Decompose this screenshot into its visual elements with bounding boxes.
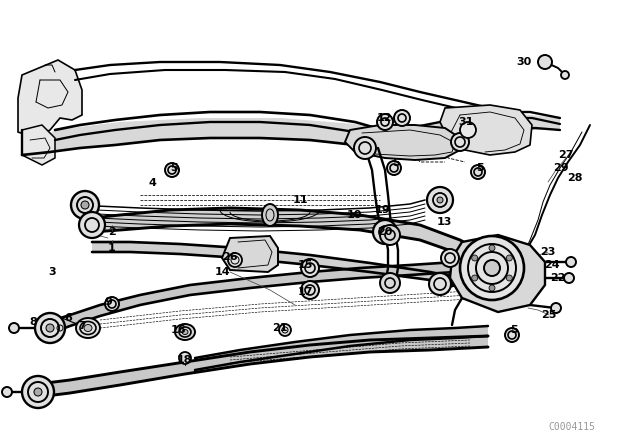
Text: 13: 13 xyxy=(436,217,452,227)
Text: 14: 14 xyxy=(214,267,230,277)
Circle shape xyxy=(484,260,500,276)
PathPatch shape xyxy=(92,242,488,290)
Text: 8: 8 xyxy=(29,317,37,327)
Circle shape xyxy=(81,201,89,209)
Circle shape xyxy=(506,275,513,281)
Polygon shape xyxy=(345,125,460,160)
Text: 26: 26 xyxy=(222,252,238,262)
Text: 15: 15 xyxy=(298,260,313,270)
Text: 6: 6 xyxy=(64,313,72,323)
Text: 25: 25 xyxy=(541,310,557,320)
Polygon shape xyxy=(222,236,278,272)
Text: 4: 4 xyxy=(148,178,156,188)
Circle shape xyxy=(9,323,19,333)
PathPatch shape xyxy=(385,112,560,152)
Circle shape xyxy=(165,163,179,177)
Circle shape xyxy=(506,255,513,261)
Ellipse shape xyxy=(175,324,195,340)
Circle shape xyxy=(566,257,576,267)
Text: 29: 29 xyxy=(553,163,569,173)
Circle shape xyxy=(35,313,65,343)
Circle shape xyxy=(427,187,453,213)
Circle shape xyxy=(451,133,469,151)
Circle shape xyxy=(387,161,401,175)
Text: C0004115: C0004115 xyxy=(548,422,595,432)
Ellipse shape xyxy=(182,329,188,335)
Text: 23: 23 xyxy=(540,247,556,257)
Circle shape xyxy=(301,259,319,277)
Circle shape xyxy=(394,110,410,126)
Text: 2: 2 xyxy=(108,227,116,237)
Text: 7: 7 xyxy=(78,321,86,331)
Circle shape xyxy=(228,253,242,267)
Text: 22: 22 xyxy=(550,273,566,283)
Circle shape xyxy=(373,220,397,244)
PathPatch shape xyxy=(195,326,488,370)
Circle shape xyxy=(46,324,54,332)
Circle shape xyxy=(301,281,319,299)
Text: 18: 18 xyxy=(176,355,192,365)
Circle shape xyxy=(377,114,393,130)
Circle shape xyxy=(460,236,524,300)
Circle shape xyxy=(471,165,485,179)
PathPatch shape xyxy=(22,118,390,155)
Ellipse shape xyxy=(76,318,100,338)
Polygon shape xyxy=(450,235,545,312)
Ellipse shape xyxy=(84,324,92,332)
Circle shape xyxy=(429,273,451,295)
Text: 20: 20 xyxy=(378,227,393,237)
PathPatch shape xyxy=(92,208,488,268)
Circle shape xyxy=(489,285,495,291)
Circle shape xyxy=(538,55,552,69)
Text: 27: 27 xyxy=(558,150,573,160)
Polygon shape xyxy=(22,125,55,165)
Circle shape xyxy=(279,324,291,336)
Text: 28: 28 xyxy=(567,173,583,183)
Text: 11: 11 xyxy=(292,195,308,205)
Text: 30: 30 xyxy=(516,57,532,67)
Ellipse shape xyxy=(262,204,278,226)
Circle shape xyxy=(561,71,569,79)
Text: 19: 19 xyxy=(374,205,390,215)
Circle shape xyxy=(380,225,400,245)
Circle shape xyxy=(505,328,519,342)
Circle shape xyxy=(22,376,54,408)
Polygon shape xyxy=(440,105,532,155)
PathPatch shape xyxy=(30,336,488,398)
PathPatch shape xyxy=(48,260,488,334)
Circle shape xyxy=(179,352,191,364)
Text: 5: 5 xyxy=(170,163,178,173)
Circle shape xyxy=(441,249,459,267)
Circle shape xyxy=(472,255,477,261)
Circle shape xyxy=(105,297,119,311)
Circle shape xyxy=(34,388,42,396)
Circle shape xyxy=(71,191,99,219)
Circle shape xyxy=(460,122,476,138)
Text: 10: 10 xyxy=(346,210,362,220)
Circle shape xyxy=(380,273,400,293)
Text: 16: 16 xyxy=(170,325,186,335)
Circle shape xyxy=(79,212,105,238)
Circle shape xyxy=(564,273,574,283)
Text: 21: 21 xyxy=(272,323,288,333)
Text: 5: 5 xyxy=(476,163,484,173)
Text: 5: 5 xyxy=(392,158,400,168)
Circle shape xyxy=(2,387,12,397)
Text: 1: 1 xyxy=(108,243,116,253)
Circle shape xyxy=(472,275,477,281)
Text: 3: 3 xyxy=(48,267,56,277)
Polygon shape xyxy=(18,60,82,138)
Circle shape xyxy=(551,303,561,313)
Text: 5: 5 xyxy=(510,325,518,335)
Circle shape xyxy=(354,137,376,159)
Text: 12: 12 xyxy=(376,113,392,123)
Circle shape xyxy=(489,245,495,251)
Text: 24: 24 xyxy=(544,260,560,270)
Circle shape xyxy=(437,197,443,203)
Text: 31: 31 xyxy=(458,117,474,127)
Text: 9: 9 xyxy=(104,297,112,307)
Text: 17: 17 xyxy=(297,287,313,297)
